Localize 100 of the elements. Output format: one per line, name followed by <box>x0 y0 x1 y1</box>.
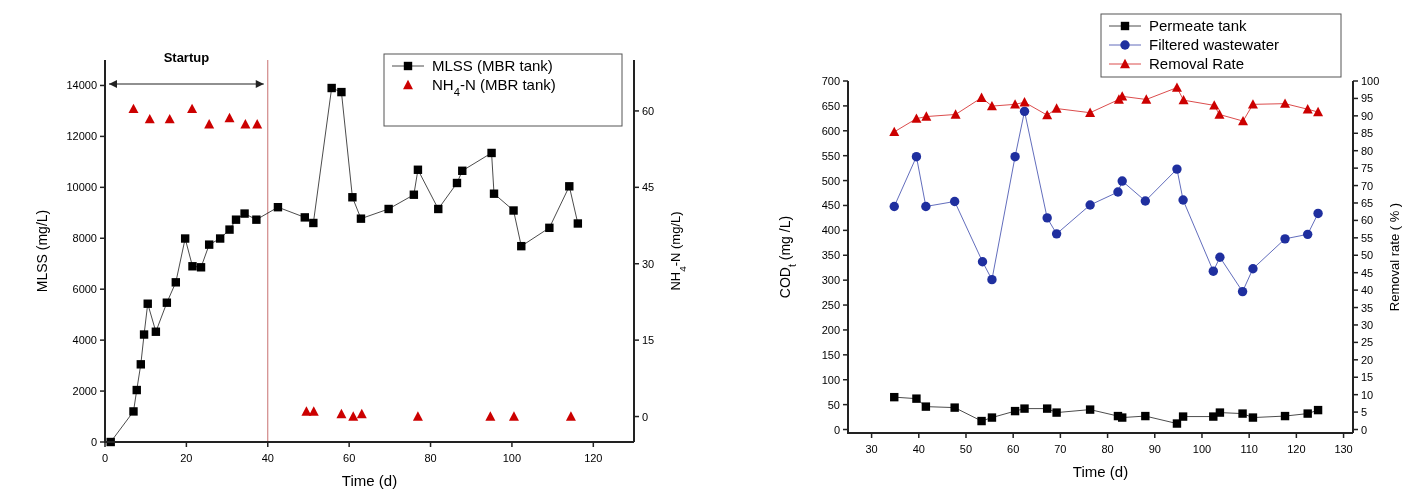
point <box>240 209 249 218</box>
y2-tick-label: 35 <box>1361 301 1374 314</box>
y-tick-label: 700 <box>821 75 840 87</box>
point <box>1019 106 1030 117</box>
point <box>409 190 419 199</box>
y2-tick-label: 30 <box>642 257 655 270</box>
point <box>1141 94 1152 104</box>
x-tick-label: 120 <box>1287 443 1306 455</box>
point <box>1248 413 1258 422</box>
y2-tick-label: 80 <box>1361 144 1374 157</box>
y-tick-label: 4000 <box>72 334 97 347</box>
point <box>1215 252 1225 262</box>
point <box>509 206 518 215</box>
point <box>196 263 206 272</box>
y-tick-label: 350 <box>821 249 840 262</box>
point <box>240 118 251 129</box>
point <box>1313 106 1324 117</box>
y-tick-label: 500 <box>821 174 840 187</box>
point <box>132 385 141 395</box>
point <box>1085 405 1095 414</box>
point <box>545 223 554 233</box>
point <box>139 330 149 339</box>
point <box>1172 419 1182 428</box>
point <box>1178 94 1189 105</box>
point <box>1215 408 1225 417</box>
point <box>977 416 986 426</box>
point <box>1141 411 1150 421</box>
point <box>1214 109 1225 119</box>
point <box>1247 99 1258 109</box>
point <box>1280 98 1291 108</box>
point <box>1171 82 1182 92</box>
point <box>1085 107 1096 117</box>
x-tick-label: 60 <box>1007 443 1020 455</box>
point <box>180 234 190 243</box>
point <box>204 240 214 249</box>
point <box>1313 405 1323 415</box>
y2-tick-label: 100 <box>1361 75 1380 87</box>
point <box>1280 411 1290 421</box>
x-tick-label: 70 <box>1054 443 1067 455</box>
y-tick-label: 600 <box>821 124 840 137</box>
point <box>949 196 960 207</box>
point <box>1010 151 1020 162</box>
y2-tick-label: 0 <box>642 410 649 423</box>
y2-tick-label: 45 <box>642 181 655 194</box>
legend-label: MLSS (MBR tank) <box>432 57 553 74</box>
y-tick-label: 150 <box>821 348 840 361</box>
y2-tick-label: 75 <box>1361 162 1374 175</box>
y-tick-label: 300 <box>821 274 840 287</box>
point <box>356 214 366 223</box>
y2-tick-label: 40 <box>1361 284 1374 297</box>
point <box>348 411 359 421</box>
point <box>912 394 921 403</box>
y2-tick-label: 70 <box>1361 179 1374 192</box>
y2-tick-label: 55 <box>1361 231 1374 244</box>
annotation: Startup <box>163 50 210 65</box>
legend-label: Removal Rate <box>1149 55 1245 72</box>
point <box>1178 195 1188 205</box>
point <box>204 118 215 129</box>
point <box>1051 229 1062 239</box>
point <box>911 151 922 162</box>
point <box>252 118 263 129</box>
point <box>308 406 319 416</box>
y-tick-label: 200 <box>821 323 840 336</box>
x-tick-label: 20 <box>180 452 193 464</box>
x-tick-label: 80 <box>424 452 437 464</box>
point <box>356 408 367 419</box>
legend-label: Filtered wastewater <box>1149 36 1280 53</box>
point <box>573 219 583 228</box>
point <box>327 83 336 93</box>
point <box>1042 404 1052 413</box>
x-axis-title: Time (d) <box>341 472 398 489</box>
x-tick-label: 30 <box>865 443 878 455</box>
y-tick-label: 100 <box>821 373 840 386</box>
point <box>128 103 139 114</box>
y2-tick-label: 60 <box>642 104 655 117</box>
point <box>889 201 899 212</box>
y-tick-label: 550 <box>821 149 840 162</box>
point <box>890 392 899 402</box>
point <box>1313 208 1323 219</box>
point <box>1010 99 1021 109</box>
y-axis-title: MLSS (mg/L) <box>34 209 50 293</box>
point <box>337 87 346 97</box>
point <box>889 126 900 137</box>
point <box>1051 103 1062 113</box>
y-tick-label: 6000 <box>72 283 97 296</box>
x-tick-label: 130 <box>1334 443 1353 455</box>
point <box>1010 406 1020 416</box>
point <box>187 103 198 114</box>
y2-tick-label: 60 <box>1361 214 1374 227</box>
point <box>215 234 225 243</box>
y-tick-label: 0 <box>833 423 840 436</box>
x-tick-label: 100 <box>502 452 522 464</box>
x-tick-label: 40 <box>261 452 274 464</box>
point <box>1117 176 1127 186</box>
point <box>151 327 161 336</box>
y2-tick-label: 50 <box>1361 249 1374 262</box>
point <box>987 274 997 285</box>
point <box>188 262 197 271</box>
y-tick-label: 650 <box>821 99 840 112</box>
point <box>1237 286 1248 297</box>
